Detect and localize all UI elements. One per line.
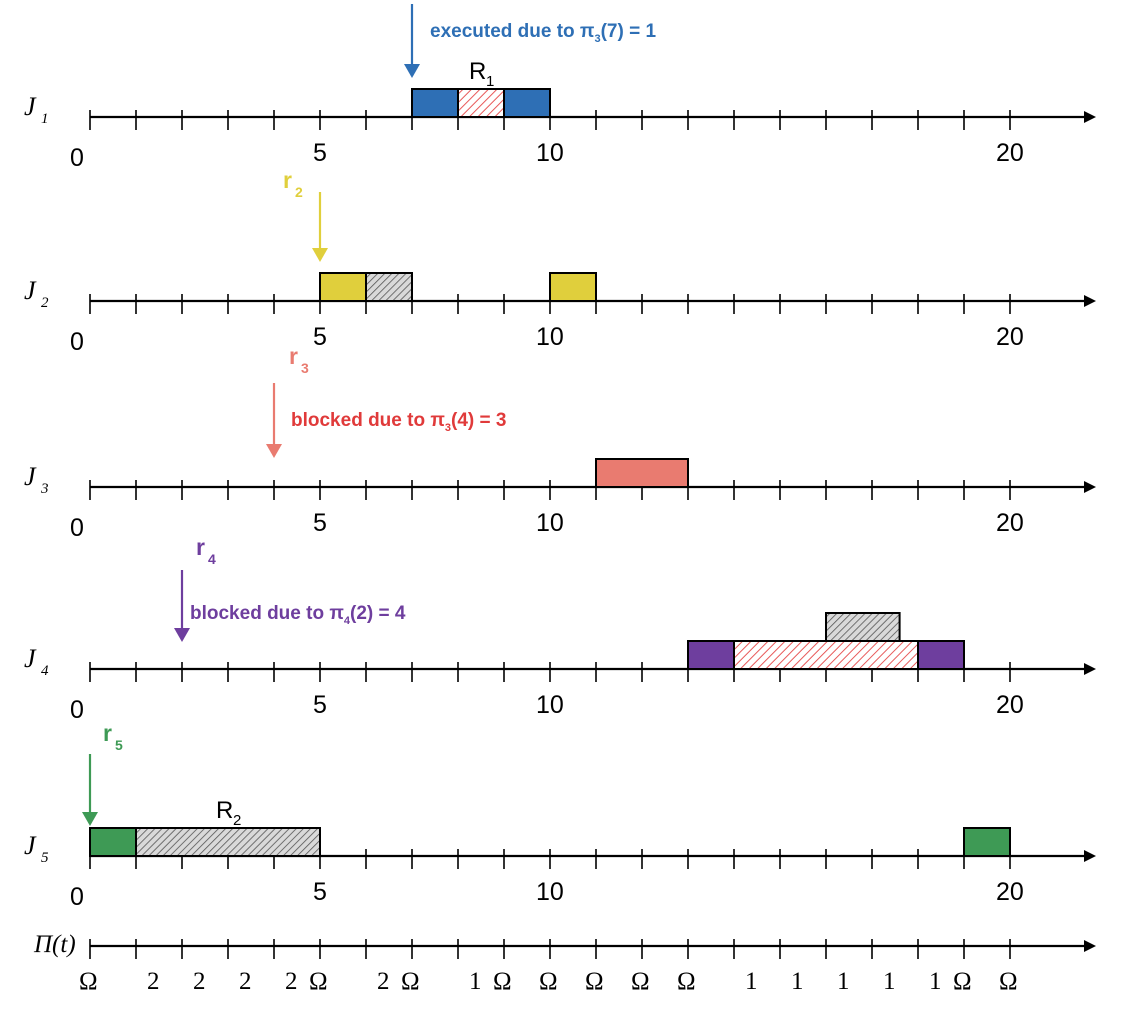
row-j4-block-solid	[687, 640, 735, 670]
row-j3-note: blocked due to π3(4) = 3	[291, 410, 506, 434]
row-j4-axis-arrowhead	[1084, 663, 1096, 675]
row-j4-tick-label: 10	[536, 691, 564, 719]
row-j2-block-solid	[549, 272, 597, 302]
row-j2-release-arrowhead	[312, 248, 328, 262]
row-j2-block-hatch-gray	[365, 272, 413, 302]
row-j2-tick-label: 5	[313, 323, 327, 351]
row-j2-block-solid	[319, 272, 367, 302]
row-j5-block-hatch-gray	[135, 827, 321, 857]
row-j5-tick-label: 20	[996, 878, 1024, 906]
row-j2-release-label: r	[283, 167, 292, 193]
row-j2-job-label: J	[24, 276, 37, 305]
pi-value: 1	[883, 968, 896, 995]
row-j1-release-arrowhead	[404, 64, 420, 78]
row-j3-release-arrowhead	[266, 444, 282, 458]
row-j2-axis-arrowhead	[1084, 295, 1096, 307]
row-j3-block-solid	[595, 458, 689, 488]
row-j2-tick-label: 20	[996, 323, 1024, 351]
pi-value: Ω	[493, 968, 512, 995]
pi-value: Ω	[953, 968, 972, 995]
row-j2-tick-label: 0	[70, 328, 84, 356]
pi-value: 2	[193, 968, 206, 995]
row-j5-block-solid	[89, 827, 137, 857]
row-j4-job-label-sub: 4	[41, 663, 49, 679]
pi-axis-arrowhead	[1084, 940, 1096, 952]
row-j5-release-label: r	[103, 720, 112, 746]
pi-value: Ω	[401, 968, 420, 995]
pi-value: 1	[469, 968, 482, 995]
row-j1-axis-arrowhead	[1084, 111, 1096, 123]
pi-value: Ω	[631, 968, 650, 995]
pi-value: 1	[745, 968, 758, 995]
row-j2-release-sub: 2	[295, 184, 303, 200]
pi-label: Π(t)	[33, 931, 76, 958]
row-j1-block-solid	[411, 88, 459, 118]
pi-value: 2	[147, 968, 160, 995]
row-j3-release-sub: 3	[301, 360, 309, 376]
row-j4-job-label: J	[24, 644, 37, 673]
row-j4-tick-label: 5	[313, 691, 327, 719]
row-j2-tick-label: 10	[536, 323, 564, 351]
row-j4-tick-label: 0	[70, 696, 84, 724]
pi-value: Ω	[677, 968, 696, 995]
row-j1-tick-label: 0	[70, 144, 84, 172]
row-j1-block-solid	[503, 88, 551, 118]
row-j5-release-arrowhead	[82, 812, 98, 826]
row-j3-release-label: r	[289, 343, 298, 369]
row-j1-tick-label: 10	[536, 139, 564, 167]
row-j4-block-solid	[917, 640, 965, 670]
pi-value: 1	[929, 968, 942, 995]
row-j5-axis-arrowhead	[1084, 850, 1096, 862]
row-j4-block-hatch-red	[733, 640, 919, 670]
row-j1-tick-label: 20	[996, 139, 1024, 167]
row-j3-axis-arrowhead	[1084, 481, 1096, 493]
row-j3-job-label: J	[24, 462, 37, 491]
pi-value: 1	[837, 968, 850, 995]
pi-value: 2	[285, 968, 298, 995]
pi-value: Ω	[79, 968, 98, 995]
row-j3-tick-label: 0	[70, 514, 84, 542]
row-j5-job-label-sub: 5	[41, 850, 49, 866]
row-j5-block-solid	[963, 827, 1011, 857]
pi-value: Ω	[309, 968, 328, 995]
row-j5-tick-label: 5	[313, 878, 327, 906]
row-j1-job-label: J	[24, 92, 37, 121]
row-j3-job-label-sub: 3	[40, 481, 49, 497]
row-j4-release-arrowhead	[174, 628, 190, 642]
row-j5-release-sub: 5	[115, 737, 123, 753]
row-j4-tick-label: 20	[996, 691, 1024, 719]
row-j5-tick-label: 0	[70, 883, 84, 911]
pi-value: Ω	[539, 968, 558, 995]
row-j5-job-label: J	[24, 831, 37, 860]
row-j4-note: blocked due to π4(2) = 4	[190, 603, 406, 627]
pi-value: 2	[377, 968, 390, 995]
row-j1-resource-label: R	[469, 58, 486, 85]
pi-value: Ω	[585, 968, 604, 995]
row-j5-tick-label: 10	[536, 878, 564, 906]
pi-value: Ω	[999, 968, 1018, 995]
row-j3-tick-label: 20	[996, 509, 1024, 537]
row-j3-tick-label: 10	[536, 509, 564, 537]
row-j5-resource-sub: 2	[233, 812, 241, 829]
row-j4-block-hatch-gray	[825, 612, 901, 642]
row-j4-release-sub: 4	[208, 551, 216, 567]
row-j1-resource-sub: 1	[486, 73, 494, 90]
row-j2-job-label-sub: 2	[41, 295, 49, 311]
row-j1-job-label-sub: 1	[41, 111, 49, 127]
pi-value: 2	[239, 968, 252, 995]
row-j1-note: executed due to π3(7) = 1	[430, 21, 656, 45]
pi-value: 1	[791, 968, 804, 995]
row-j4-release-label: r	[196, 534, 205, 560]
row-j3-tick-label: 5	[313, 509, 327, 537]
row-j5-resource-label: R	[216, 797, 233, 824]
row-j1-tick-label: 5	[313, 139, 327, 167]
row-j1-block-hatch-red	[457, 88, 505, 118]
